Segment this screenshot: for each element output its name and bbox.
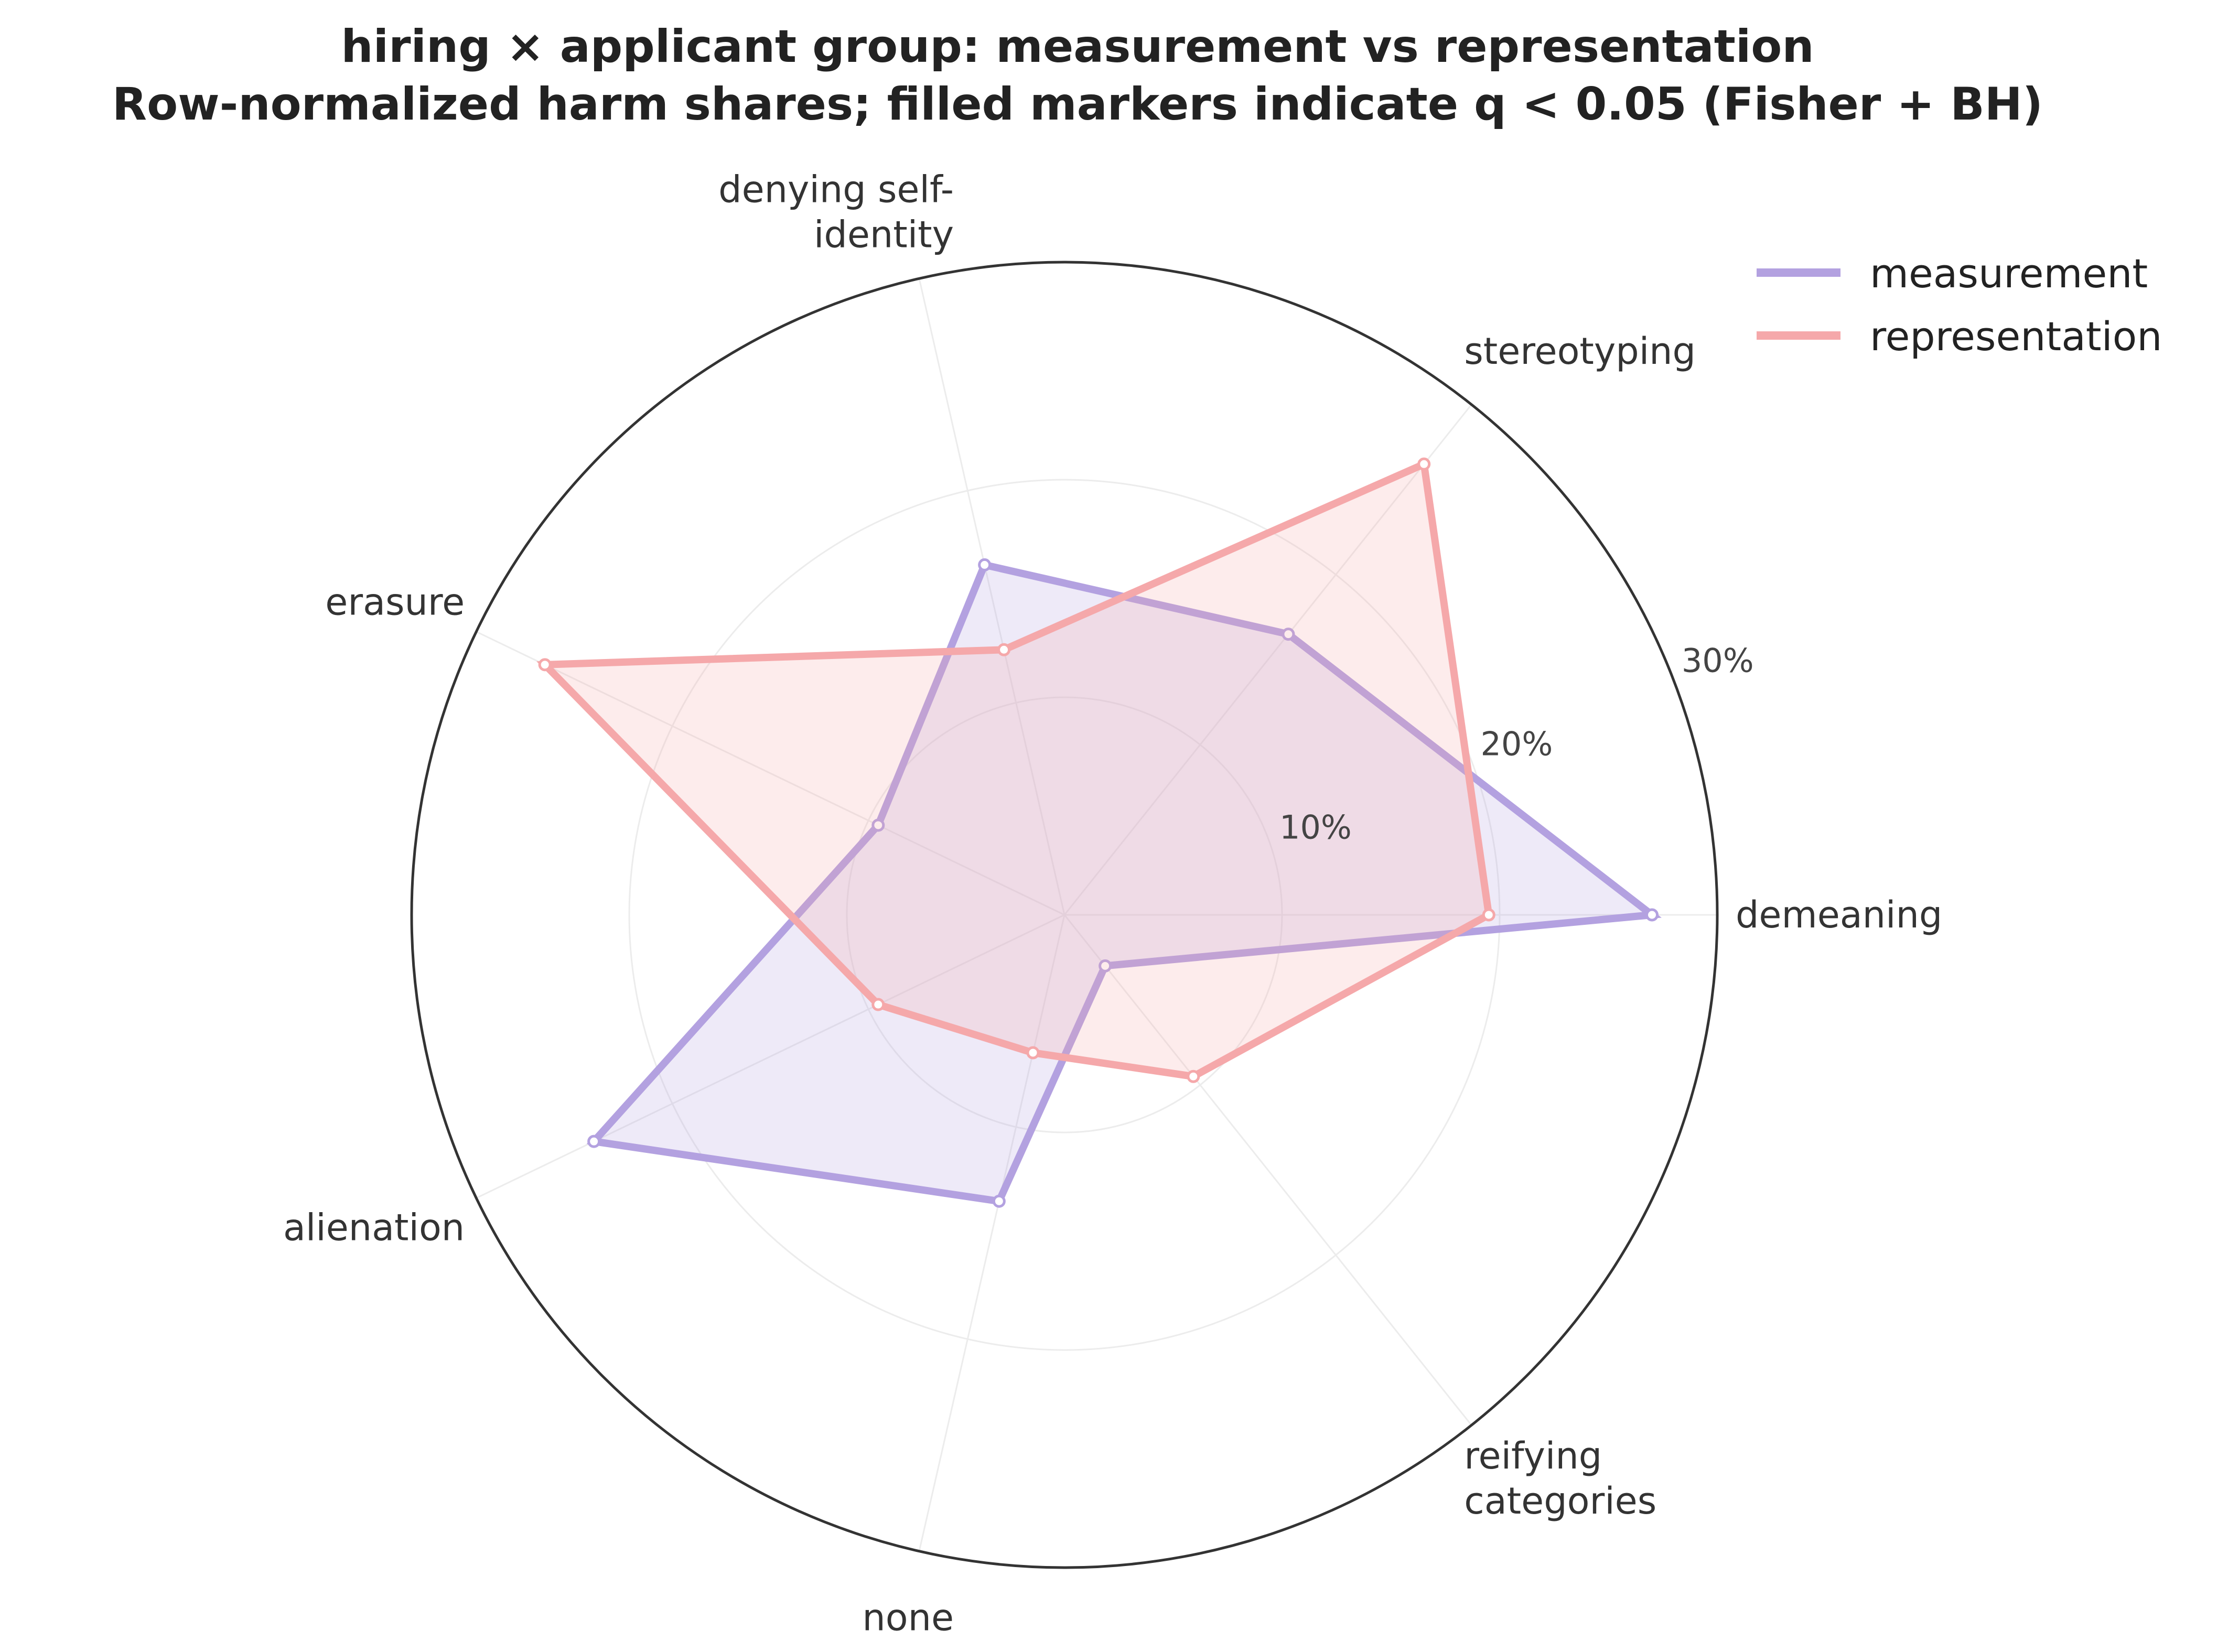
chart-subtitle: Row-normalized harm shares; filled marke… bbox=[112, 78, 2043, 131]
category-label-4: erasure bbox=[325, 580, 465, 623]
series-layer bbox=[536, 457, 1662, 1208]
spoke-4 bbox=[476, 631, 1065, 916]
chart-title: hiring × applicant group: measurement vs… bbox=[341, 20, 1814, 73]
data-point-measurement-5 bbox=[587, 1135, 601, 1148]
legend-label-measurement: measurement bbox=[1870, 250, 2148, 297]
category-label-6: none bbox=[862, 1596, 954, 1639]
category-label-5: alienation bbox=[283, 1206, 465, 1249]
data-point-measurement-3 bbox=[978, 558, 992, 571]
series-fill-representation bbox=[545, 464, 1489, 1077]
data-point-representation-2 bbox=[1417, 457, 1431, 471]
category-label-7: reifying categories bbox=[1464, 1434, 1656, 1523]
data-point-measurement-2 bbox=[1282, 628, 1295, 641]
data-point-measurement-4 bbox=[871, 818, 885, 832]
radial-tick-label-3: 30% bbox=[1682, 642, 1754, 680]
spoke-5 bbox=[476, 914, 1065, 1199]
data-point-representation-6 bbox=[1026, 1046, 1040, 1060]
series-line-representation bbox=[536, 459, 1493, 1081]
category-label-3: denying self-identity bbox=[718, 168, 954, 256]
data-point-measurement-1 bbox=[1645, 908, 1659, 922]
series-fill-measurement bbox=[594, 565, 1652, 1202]
data-point-measurement-6 bbox=[992, 1194, 1006, 1208]
legend-label-representation: representation bbox=[1870, 313, 2162, 360]
data-point-measurement-7 bbox=[1099, 959, 1112, 973]
spoke-3 bbox=[918, 278, 1065, 915]
data-point-representation-7 bbox=[1187, 1070, 1200, 1083]
polar-frame bbox=[410, 261, 1719, 1569]
axis-labels: 10% 20% 30% demeaning stereotyping denying se… bbox=[283, 168, 1942, 1639]
spoke-2 bbox=[1063, 404, 1472, 915]
spoke-7 bbox=[1063, 914, 1472, 1426]
category-label-1: demeaning bbox=[1736, 893, 1942, 936]
data-point-representation-5 bbox=[871, 998, 885, 1011]
spoke-6 bbox=[918, 914, 1065, 1552]
data-point-representation-1 bbox=[1482, 908, 1495, 922]
data-point-representation-3 bbox=[997, 643, 1011, 656]
series-line-measurement bbox=[586, 560, 1662, 1205]
data-point-representation-4 bbox=[538, 658, 552, 672]
legend: measurement representation bbox=[1757, 250, 2162, 360]
radial-tick-label-1: 10% bbox=[1279, 808, 1352, 846]
radial-tick-label-2: 20% bbox=[1480, 725, 1553, 763]
category-label-2: stereotyping bbox=[1464, 330, 1696, 373]
polar-grid bbox=[410, 261, 1719, 1569]
